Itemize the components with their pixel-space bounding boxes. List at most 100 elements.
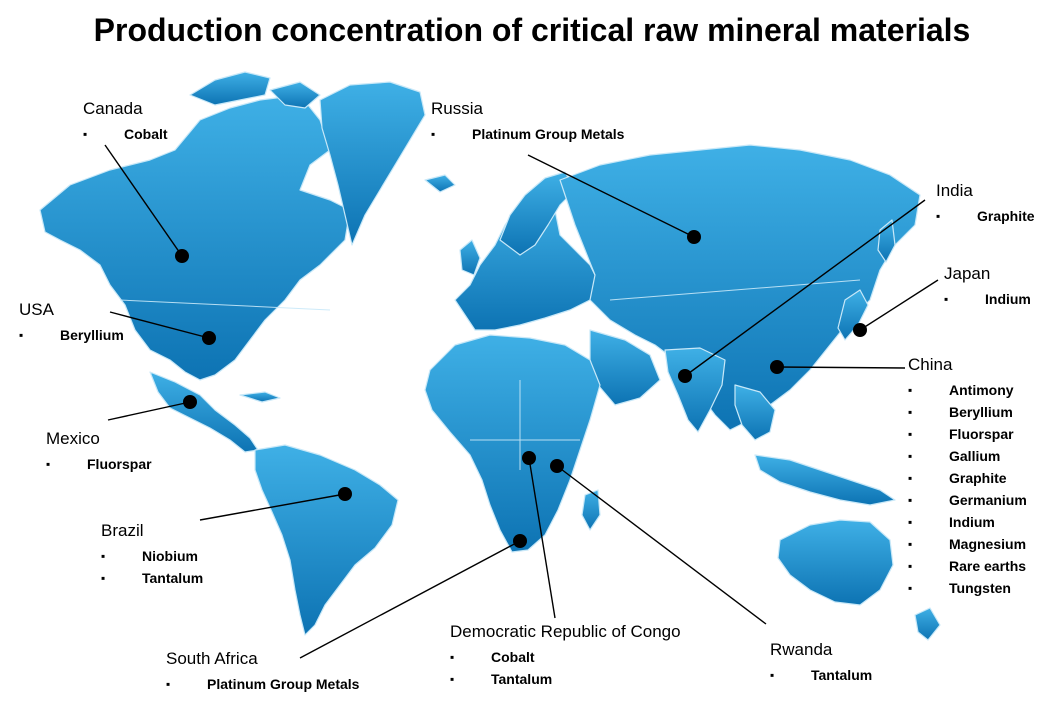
mineral-list: Platinum Group Metals [166, 673, 359, 695]
mineral-item: Rare earths [908, 555, 1027, 577]
country-name: Canada [83, 99, 143, 118]
country-name: South Africa [166, 649, 258, 668]
label-mexico: Mexico Fluorspar [46, 429, 152, 475]
leader-line-brazil [199, 493, 346, 521]
label-usa: USA Beryllium [19, 300, 124, 346]
leader-line-china [776, 366, 906, 369]
mineral-list: Cobalt Tantalum [450, 646, 681, 690]
leader-line-usa [109, 311, 210, 339]
asia-landmass [559, 144, 921, 431]
marker-usa [202, 331, 216, 345]
mineral-list: Antimony Beryllium Fluorspar Gallium Gra… [908, 379, 1027, 599]
iceland [424, 174, 456, 193]
mineral-item: Germanium [908, 489, 1027, 511]
mineral-list: Cobalt [83, 123, 168, 145]
mineral-item: Indium [944, 288, 1031, 310]
mineral-list: Beryllium [19, 324, 124, 346]
country-name: Mexico [46, 429, 100, 448]
marker-japan [853, 323, 867, 337]
indian-subcontinent [664, 347, 726, 433]
madagascar [581, 489, 601, 531]
marker-rwanda [550, 459, 564, 473]
marker-mexico [183, 395, 197, 409]
mineral-list: Indium [944, 288, 1031, 310]
label-rwanda: Rwanda Tantalum [770, 640, 872, 686]
mineral-item: Antimony [908, 379, 1027, 401]
marker-drc [522, 451, 536, 465]
mineral-item: Niobium [101, 545, 203, 567]
country-name: Brazil [101, 521, 144, 540]
british-isles [459, 239, 481, 276]
page-title: Production concentration of critical raw… [93, 12, 971, 48]
country-name: USA [19, 300, 54, 319]
mineral-item: Fluorspar [908, 423, 1027, 445]
marker-india [678, 369, 692, 383]
central-america [149, 371, 259, 453]
leader-line-india [684, 199, 926, 377]
mineral-item: Tantalum [101, 567, 203, 589]
mineral-item: Platinum Group Metals [166, 673, 359, 695]
label-russia: Russia Platinum Group Metals [431, 99, 624, 145]
leader-line-canada [104, 144, 183, 257]
mineral-item: Indium [908, 511, 1027, 533]
leader-line-south-africa [299, 540, 521, 659]
mineral-item: Gallium [908, 445, 1027, 467]
mineral-item: Beryllium [908, 401, 1027, 423]
country-name: India [936, 181, 973, 200]
mineral-list: Niobium Tantalum [101, 545, 203, 589]
mineral-item: Fluorspar [46, 453, 152, 475]
country-name: China [908, 355, 953, 374]
mineral-item: Platinum Group Metals [431, 123, 624, 145]
marker-canada [175, 249, 189, 263]
country-name: Democratic Republic of Congo [450, 622, 681, 641]
mineral-item: Magnesium [908, 533, 1027, 555]
mineral-item: Graphite [936, 205, 1035, 227]
border-lines [609, 279, 861, 301]
greenland [319, 81, 426, 246]
southeast-asia [734, 384, 776, 441]
label-india: India Graphite [936, 181, 1035, 227]
europe-landmass [454, 194, 601, 331]
label-south-africa: South Africa Platinum Group Metals [166, 649, 359, 695]
mineral-item: Tungsten [908, 577, 1027, 599]
border-lines [119, 299, 331, 311]
country-name: Russia [431, 99, 483, 118]
mineral-list: Tantalum [770, 664, 872, 686]
leader-line-japan [859, 279, 939, 331]
mineral-item: Tantalum [770, 664, 872, 686]
leader-line-drc [528, 457, 556, 619]
indonesia-islands [754, 454, 896, 506]
mineral-item: Cobalt [450, 646, 681, 668]
leader-line-russia [527, 154, 695, 238]
australia [777, 519, 894, 606]
mineral-item: Cobalt [83, 123, 168, 145]
mineral-item: Beryllium [19, 324, 124, 346]
mineral-item: Graphite [908, 467, 1027, 489]
label-drc: Democratic Republic of Congo Cobalt Tant… [450, 622, 681, 690]
south-america-landmass [254, 444, 399, 636]
caribbean-islands [239, 391, 281, 403]
label-brazil: Brazil Niobium Tantalum [101, 521, 203, 589]
mineral-item: Tantalum [450, 668, 681, 690]
label-japan: Japan Indium [944, 264, 1031, 310]
arctic-islands [189, 71, 271, 106]
marker-china [770, 360, 784, 374]
arctic-islands [269, 81, 321, 109]
mineral-list: Fluorspar [46, 453, 152, 475]
country-name: Rwanda [770, 640, 833, 659]
mineral-list: Graphite [936, 205, 1035, 227]
marker-russia [687, 230, 701, 244]
leader-line-mexico [107, 401, 191, 421]
africa-landmass [424, 334, 601, 553]
country-name: Japan [944, 264, 991, 283]
new-zealand [914, 607, 941, 641]
mineral-list: Platinum Group Metals [431, 123, 624, 145]
label-canada: Canada Cobalt [83, 99, 168, 145]
marker-south-africa [513, 534, 527, 548]
label-china: China Antimony Beryllium Fluorspar Galli… [908, 355, 1027, 599]
north-america-landmass [39, 94, 351, 381]
marker-brazil [338, 487, 352, 501]
leader-line-rwanda [556, 465, 767, 625]
